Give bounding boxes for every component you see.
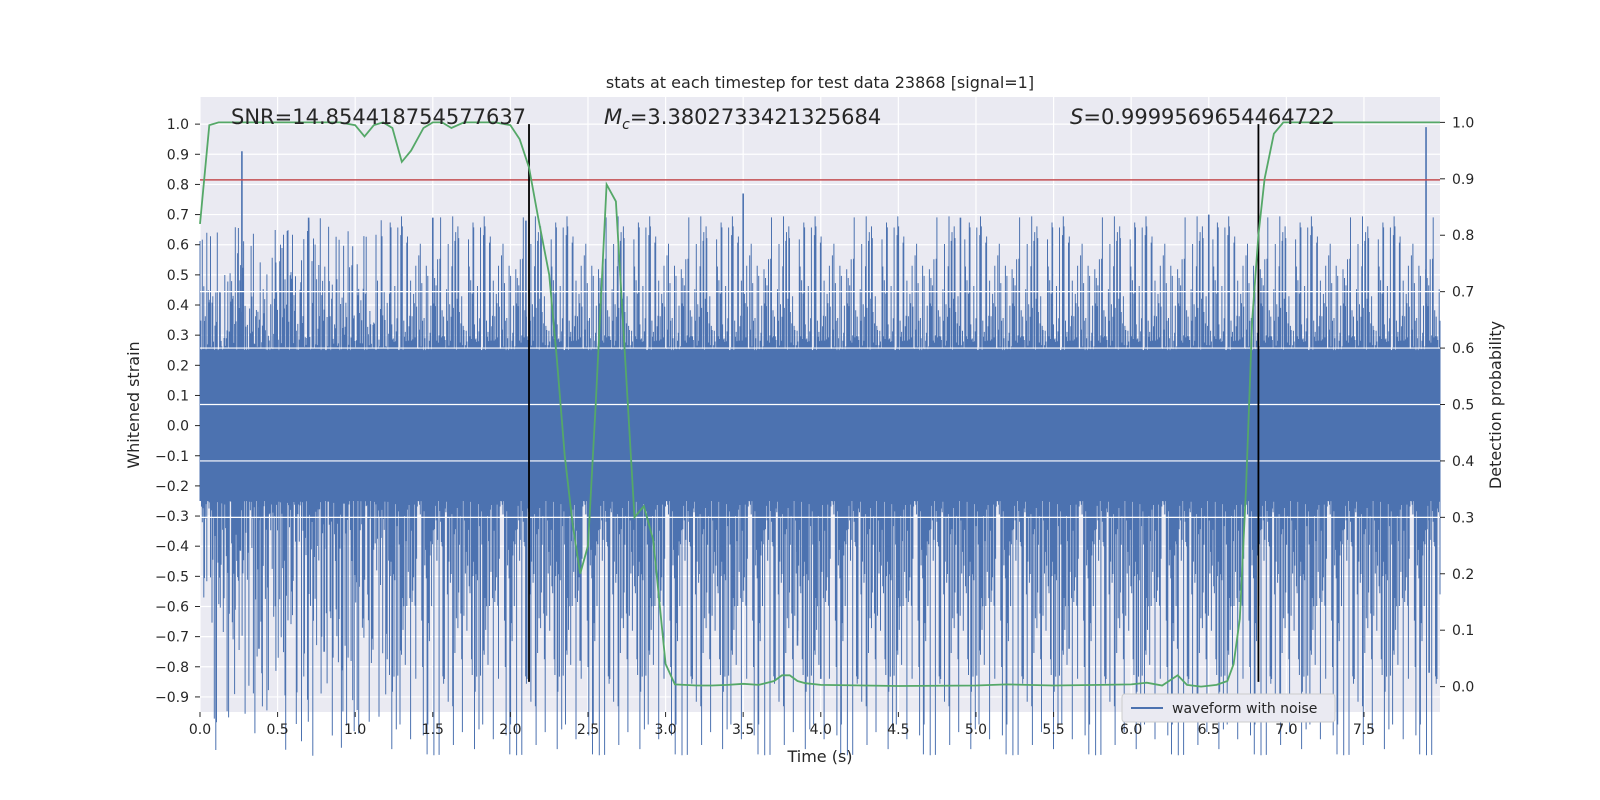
y-tick-label: −0.9 — [155, 690, 189, 706]
y2-tick-label: 0.8 — [1452, 228, 1474, 244]
legend-label: waveform with noise — [1172, 701, 1317, 717]
strain-waveform — [199, 127, 1441, 756]
y2-tick-label: 0.5 — [1452, 398, 1474, 414]
x-tick-label: 6.5 — [1198, 722, 1220, 738]
probability-line — [199, 121, 1440, 688]
y-tick-label: −0.2 — [155, 479, 189, 495]
y-tick-label: 0.7 — [167, 208, 189, 224]
axes: 0.0 0.5 1.0 1.5 2.0 2.5 3.0 3.5 4.0 4.5 5.0 5.5 6.0 6… — [155, 115, 1474, 738]
y2-tick-label: 0.7 — [1452, 285, 1474, 301]
x-tick-label: 7.5 — [1353, 722, 1375, 738]
legend: waveform with noise — [1121, 693, 1336, 723]
x-tick-label: 4.5 — [887, 722, 909, 738]
y-tick-label: 0.2 — [167, 358, 189, 374]
x-tick-label: 2.0 — [499, 722, 521, 738]
y2-tick-label: 0.3 — [1452, 510, 1474, 526]
x-tick-label: 6.0 — [1120, 722, 1142, 738]
chart-title: stats at each timestep for test data 238… — [606, 73, 1034, 92]
snr-annotation: SNR=14.854418754577637 — [231, 105, 526, 129]
y2-tick-label: 1.0 — [1452, 115, 1474, 131]
x-tick-label: 5.5 — [1042, 722, 1064, 738]
y-tick-label: 0.5 — [167, 268, 189, 284]
y-tick-label: 0.3 — [167, 328, 189, 344]
x-tick-label: 1.0 — [344, 722, 366, 738]
y2-tick-label: 0.9 — [1452, 172, 1474, 188]
x-axis-label: Time (s) — [786, 747, 852, 766]
y-tick-label: −0.3 — [155, 509, 189, 525]
score-annotation: S=0.9999569654464722 — [1070, 105, 1335, 129]
x-tick-label: 3.5 — [732, 722, 754, 738]
x-tick-label: 4.0 — [810, 722, 832, 738]
score-value: =0.9999569654464722 — [1083, 105, 1334, 129]
y-tick-label: 0.8 — [167, 177, 189, 193]
chirp-mass-value: =3.3802733421325684 — [630, 105, 881, 129]
chirp-mass-symbol: M — [604, 105, 622, 129]
y-tick-label: 0.9 — [167, 147, 189, 163]
y-tick-label: 0.4 — [167, 298, 189, 314]
y-tick-label: −0.6 — [155, 599, 189, 615]
y-tick-label: 0.1 — [167, 388, 189, 404]
y-tick-label: 0.6 — [167, 238, 189, 254]
y-tick-label: 0.0 — [167, 419, 189, 435]
x-tick-label: 2.5 — [577, 722, 599, 738]
y2-axis-label: Detection probability — [1486, 321, 1505, 489]
y-tick-label: −0.5 — [155, 569, 189, 585]
chirp-mass-subscript: c — [622, 117, 630, 133]
x-tick-label: 0.0 — [189, 722, 211, 738]
x-tick-label: 3.0 — [654, 722, 676, 738]
y2-tick-label: 0.2 — [1452, 567, 1474, 583]
x-tick-label: 7.0 — [1275, 722, 1297, 738]
legend-box — [1121, 693, 1336, 723]
y-tick-label: −0.4 — [155, 539, 189, 555]
y-tick-label: −0.8 — [155, 660, 189, 676]
x-tick-label: 0.5 — [266, 722, 288, 738]
y2-tick-label: 0.0 — [1452, 680, 1474, 696]
y2-tick-label: 0.4 — [1452, 454, 1474, 470]
y-axis-label: Whitened strain — [124, 341, 143, 468]
y-tick-label: −0.1 — [155, 449, 189, 465]
x-tick-label: 5.0 — [965, 722, 987, 738]
y2-tick-label: 0.1 — [1452, 623, 1474, 639]
strain-noise-spikes — [199, 216, 1441, 756]
x-tick-label: 1.5 — [422, 722, 444, 738]
y2-tick-label: 0.6 — [1452, 341, 1474, 357]
overlays — [200, 124, 1440, 682]
probability-series — [199, 121, 1440, 688]
chirp-mass-annotation: Mc=3.3802733421325684 — [604, 105, 881, 133]
score-symbol: S — [1070, 105, 1083, 129]
y-tick-label: −0.7 — [155, 630, 189, 646]
y-tick-label: 1.0 — [167, 117, 189, 133]
